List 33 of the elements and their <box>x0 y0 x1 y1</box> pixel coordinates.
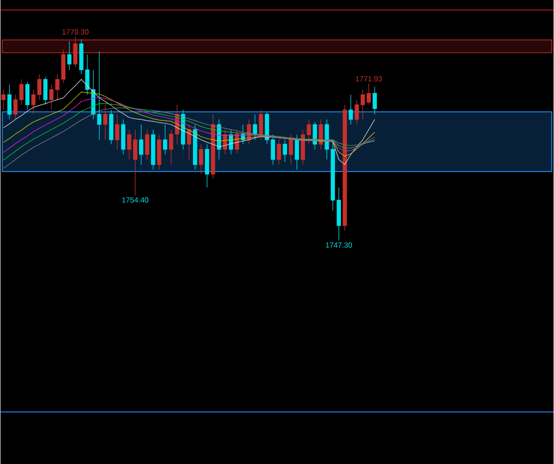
candlestick <box>19 78 24 105</box>
candlestick <box>282 139 288 162</box>
candlestick <box>163 124 168 155</box>
candlestick <box>13 94 18 120</box>
candlestick <box>276 139 282 165</box>
candlestick <box>145 129 150 160</box>
candlestick <box>115 114 120 150</box>
candlestick <box>294 134 299 170</box>
candlestick <box>372 86 377 115</box>
candlestick <box>204 144 210 188</box>
candlestick <box>157 134 162 170</box>
candlestick <box>151 129 156 170</box>
candlestick <box>67 40 72 70</box>
candlestick <box>288 134 294 165</box>
candlestick <box>312 122 317 150</box>
candlestick <box>139 124 144 165</box>
candlestick <box>103 104 108 140</box>
candlestick <box>31 89 36 115</box>
candlestick <box>270 134 276 165</box>
candlestick <box>318 119 323 150</box>
candlestick <box>109 109 114 144</box>
candlestick <box>7 84 12 120</box>
candlestick <box>252 114 258 140</box>
candlestick <box>1 89 6 110</box>
candlestick <box>43 76 48 105</box>
candlestick <box>121 119 126 155</box>
candlestick <box>25 82 30 110</box>
candlestick <box>37 74 42 100</box>
candlestick <box>198 144 204 174</box>
candlestick <box>258 109 264 140</box>
candlestick <box>73 36 78 68</box>
candlestick <box>348 94 353 125</box>
candlestick <box>342 104 347 231</box>
